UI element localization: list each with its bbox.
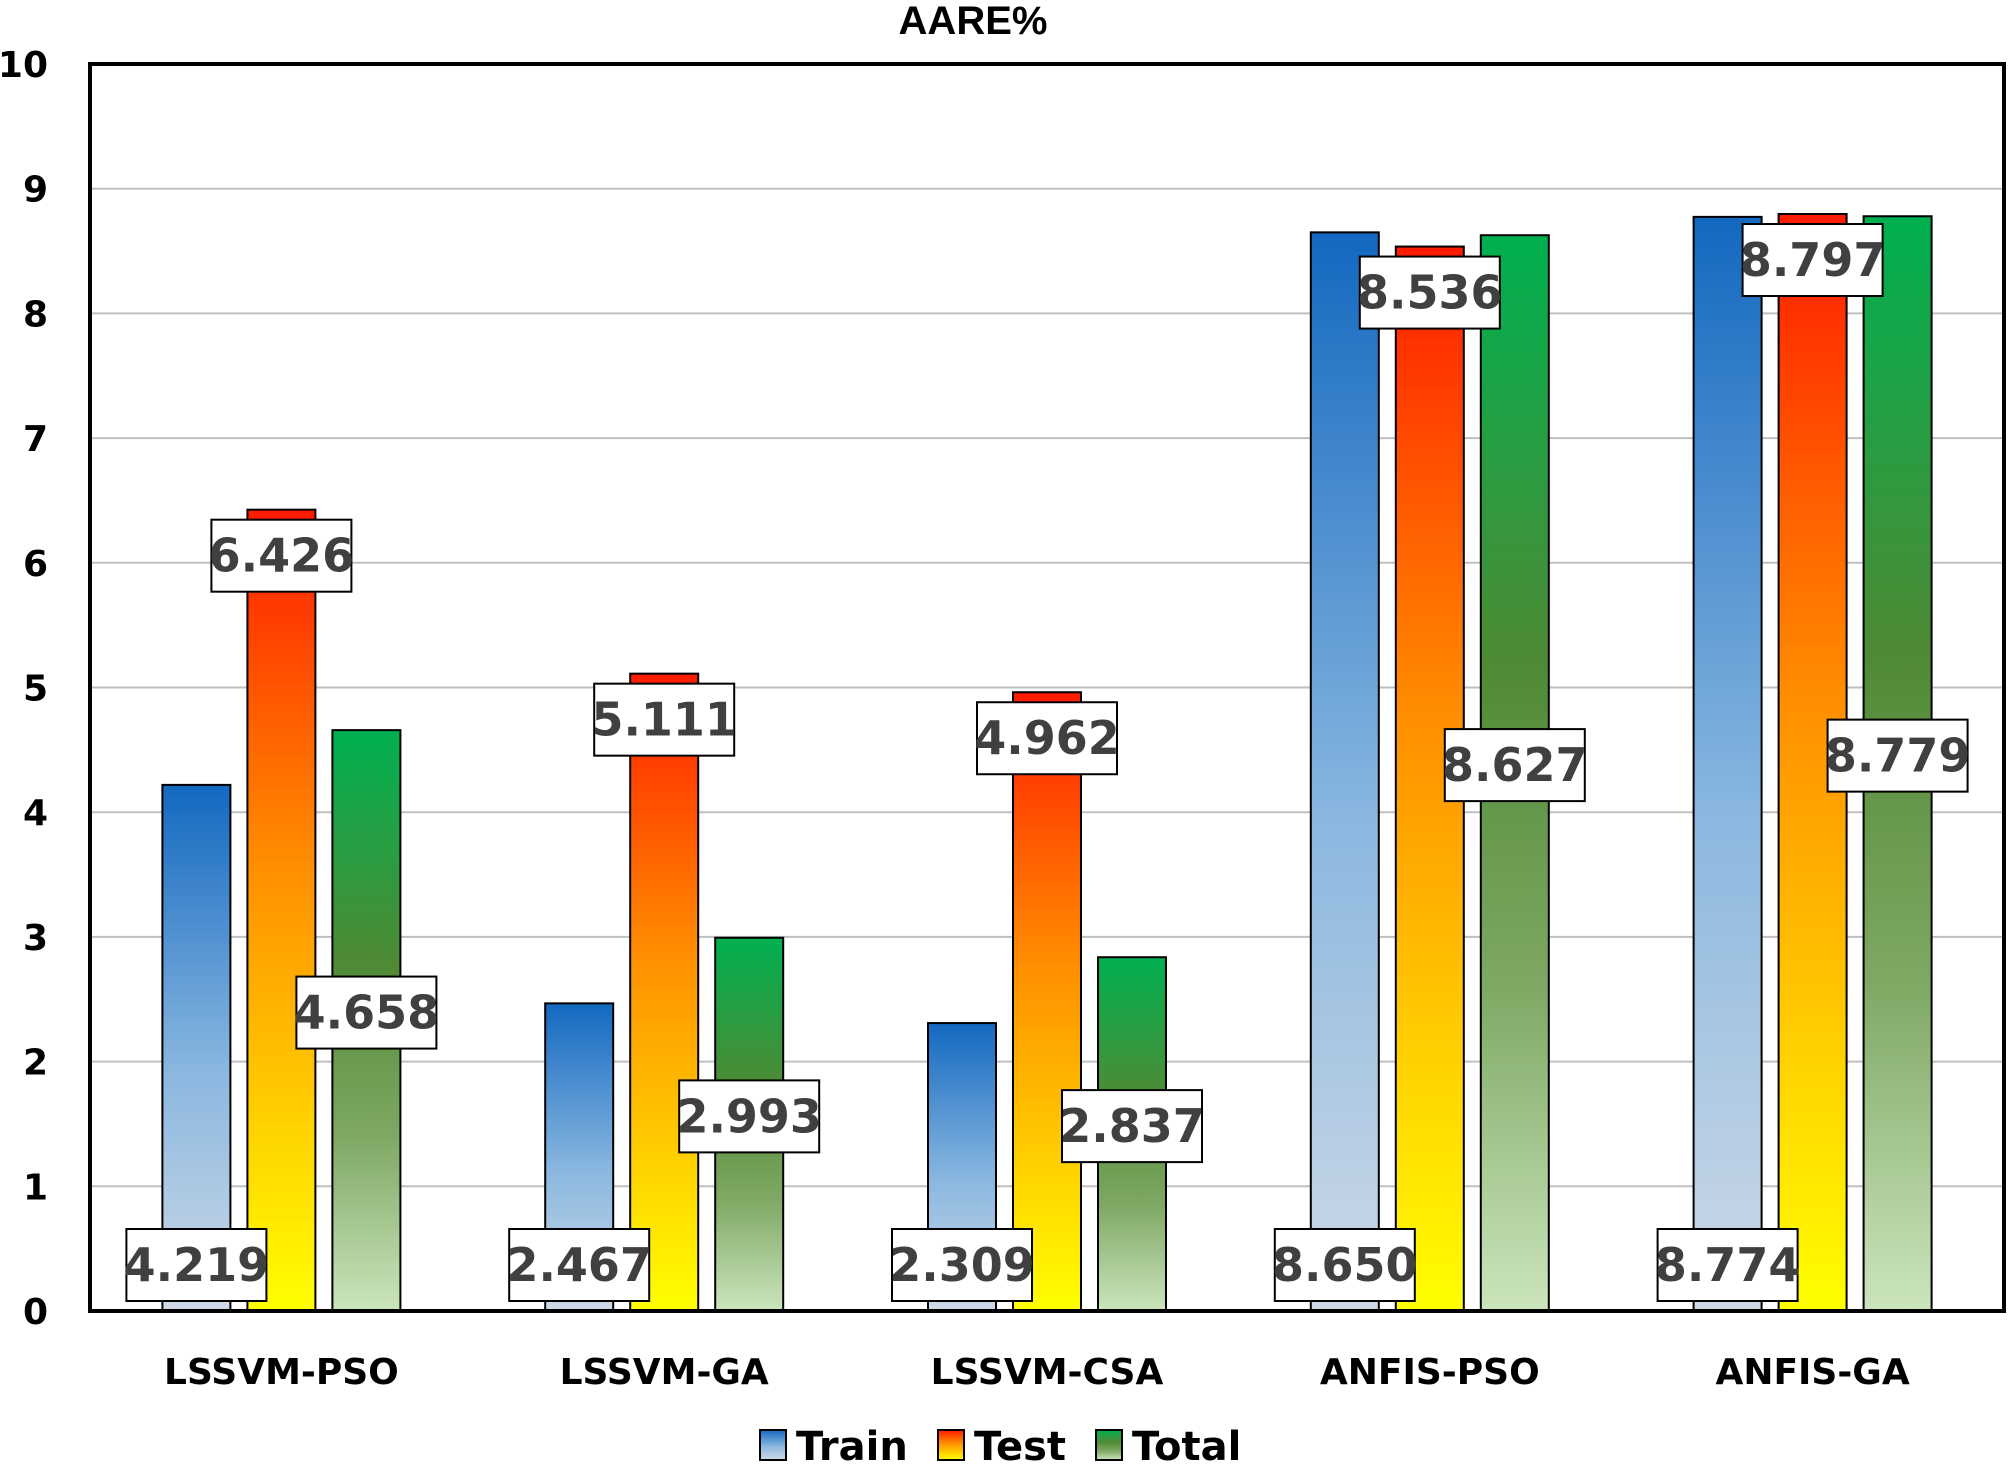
data-label-box	[678, 1079, 821, 1154]
data-label-text: 4.219	[124, 1238, 270, 1292]
data-label-box	[508, 1228, 651, 1302]
data-label-train: 8.650	[1272, 1228, 1418, 1302]
data-label-text: 8.650	[1272, 1238, 1418, 1292]
data-label-text: 8.797	[1740, 233, 1886, 287]
y-tick-label: 5	[23, 669, 48, 710]
data-label-box	[125, 1228, 268, 1302]
data-label-train: 2.467	[506, 1228, 652, 1302]
data-label-text: 8.774	[1655, 1238, 1801, 1292]
data-labels: 4.219 6.426 4.658 2.467 5.111 2.993 2.309 4.962…	[124, 223, 1971, 1302]
data-label-text: 4.658	[294, 986, 440, 1040]
x-tick-label: ANFIS-PSO	[1320, 1352, 1540, 1393]
x-tick-label: LSSVM-CSA	[931, 1352, 1164, 1393]
data-label-text: 5.111	[591, 693, 737, 747]
data-label-box	[1826, 718, 1969, 793]
legend-label: Train	[796, 1424, 908, 1470]
legend-swatch	[759, 1429, 787, 1461]
data-label-text: 8.627	[1442, 738, 1588, 792]
legend-label: Test	[974, 1424, 1066, 1470]
y-tick-label: 0	[23, 1292, 48, 1333]
data-label-box	[210, 518, 353, 593]
data-label-box	[1061, 1089, 1203, 1164]
chart-title: AARE%	[899, 0, 1048, 43]
data-label-train: 4.219	[124, 1228, 270, 1302]
x-tick-label: ANFIS-GA	[1715, 1352, 1909, 1393]
data-label-text: 4.962	[974, 711, 1120, 765]
data-label-test: 5.111	[591, 682, 737, 757]
data-label-test: 8.536	[1357, 255, 1503, 330]
data-label-total: 8.627	[1442, 728, 1588, 803]
gridlines	[90, 187, 2004, 1188]
axes: 0 1 2 3 4 5 6 7 8 9 10 LSSVM-PSO LSSVM-GA LSSVM-CSA AN…	[0, 45, 2004, 1393]
y-tick-label: 1	[23, 1167, 48, 1208]
data-label-box	[976, 701, 1118, 776]
bar-train[interactable]	[1309, 231, 1380, 1313]
data-label-text: 2.309	[889, 1238, 1035, 1292]
y-tick-label: 6	[23, 544, 48, 585]
data-label-text: 8.536	[1357, 266, 1503, 320]
y-tick-label: 10	[0, 45, 48, 86]
data-label-total: 2.993	[676, 1079, 822, 1154]
data-label-box	[1273, 1228, 1416, 1302]
bar-train[interactable]	[1692, 215, 1763, 1312]
y-tick-label: 2	[23, 1043, 48, 1084]
y-tick-label: 3	[23, 918, 48, 959]
y-tick-label: 7	[23, 419, 48, 460]
x-tick-label: LSSVM-GA	[560, 1352, 769, 1393]
data-label-test: 4.962	[974, 701, 1120, 776]
data-label-box	[891, 1228, 1033, 1302]
data-label-text: 2.467	[506, 1238, 652, 1292]
data-label-box	[1358, 255, 1501, 330]
data-label-test: 8.797	[1740, 223, 1886, 298]
y-tick-label: 9	[23, 170, 48, 211]
legend-item-test[interactable]: Test	[937, 1424, 1066, 1470]
data-label-total: 4.658	[294, 975, 440, 1050]
data-label-text: 2.837	[1059, 1099, 1205, 1153]
data-label-box	[1656, 1228, 1799, 1302]
data-label-test: 6.426	[209, 518, 355, 593]
data-label-train: 2.309	[889, 1228, 1035, 1302]
data-label-box	[1741, 223, 1884, 298]
data-label-text: 2.993	[676, 1089, 822, 1143]
bar-test[interactable]	[629, 672, 700, 1312]
data-label-text: 6.426	[209, 529, 355, 583]
legend-item-train[interactable]: Train	[759, 1424, 908, 1470]
legend[interactable]: Train Test Total	[759, 1424, 1241, 1470]
data-label-box	[295, 975, 438, 1050]
y-tick-label: 8	[23, 294, 48, 335]
legend-item-total[interactable]: Total	[1095, 1424, 1241, 1470]
x-tick-label: LSSVM-PSO	[164, 1352, 399, 1393]
legend-swatch	[937, 1429, 965, 1461]
data-label-text: 8.779	[1825, 729, 1971, 783]
legend-label: Total	[1132, 1424, 1241, 1470]
data-label-train: 8.774	[1655, 1228, 1801, 1302]
legend-swatch	[1095, 1429, 1123, 1461]
bar-train[interactable]	[161, 783, 232, 1312]
bar-test[interactable]	[1012, 691, 1082, 1312]
data-label-box	[1443, 728, 1586, 803]
y-tick-label: 4	[23, 793, 48, 834]
data-label-total: 2.837	[1059, 1089, 1205, 1164]
bar-test[interactable]	[246, 508, 317, 1312]
data-label-total: 8.779	[1825, 718, 1971, 793]
data-label-box	[593, 682, 736, 757]
